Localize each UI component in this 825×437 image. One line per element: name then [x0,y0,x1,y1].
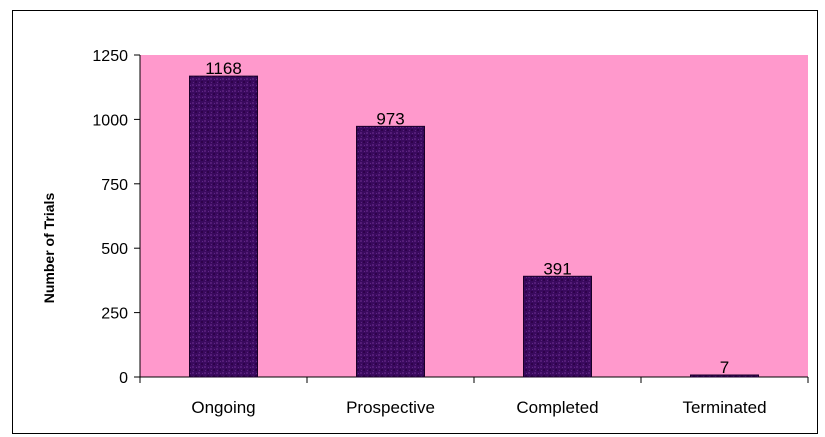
x-tick-label: Terminated [682,398,766,417]
data-labels: 1168 973 391 7 [205,59,729,377]
bar-ongoing [189,75,258,378]
y-tick-label: 1250 [92,48,128,65]
x-tick-label: Prospective [346,398,435,417]
y-axis: 0 250 500 750 1000 1250 [92,48,141,387]
y-tick-label: 0 [119,370,128,387]
x-tick-label: Completed [516,398,598,417]
y-tick-label: 250 [101,306,128,323]
data-label: 7 [720,358,729,377]
x-axis: Ongoing Prospective Completed Terminated [139,376,809,417]
bar-prospective [356,125,425,378]
data-label: 391 [543,259,571,278]
bars [189,75,759,378]
y-tick-label: 750 [101,177,128,194]
y-tick-label: 500 [101,241,128,258]
x-tick-label: Ongoing [191,398,255,417]
data-label: 1168 [205,59,242,78]
data-label: 973 [376,109,404,128]
bar-terminated [690,374,759,378]
y-axis-title: Number of Trials [41,193,57,304]
bar-completed [523,275,592,378]
y-tick-label: 1000 [92,112,128,129]
